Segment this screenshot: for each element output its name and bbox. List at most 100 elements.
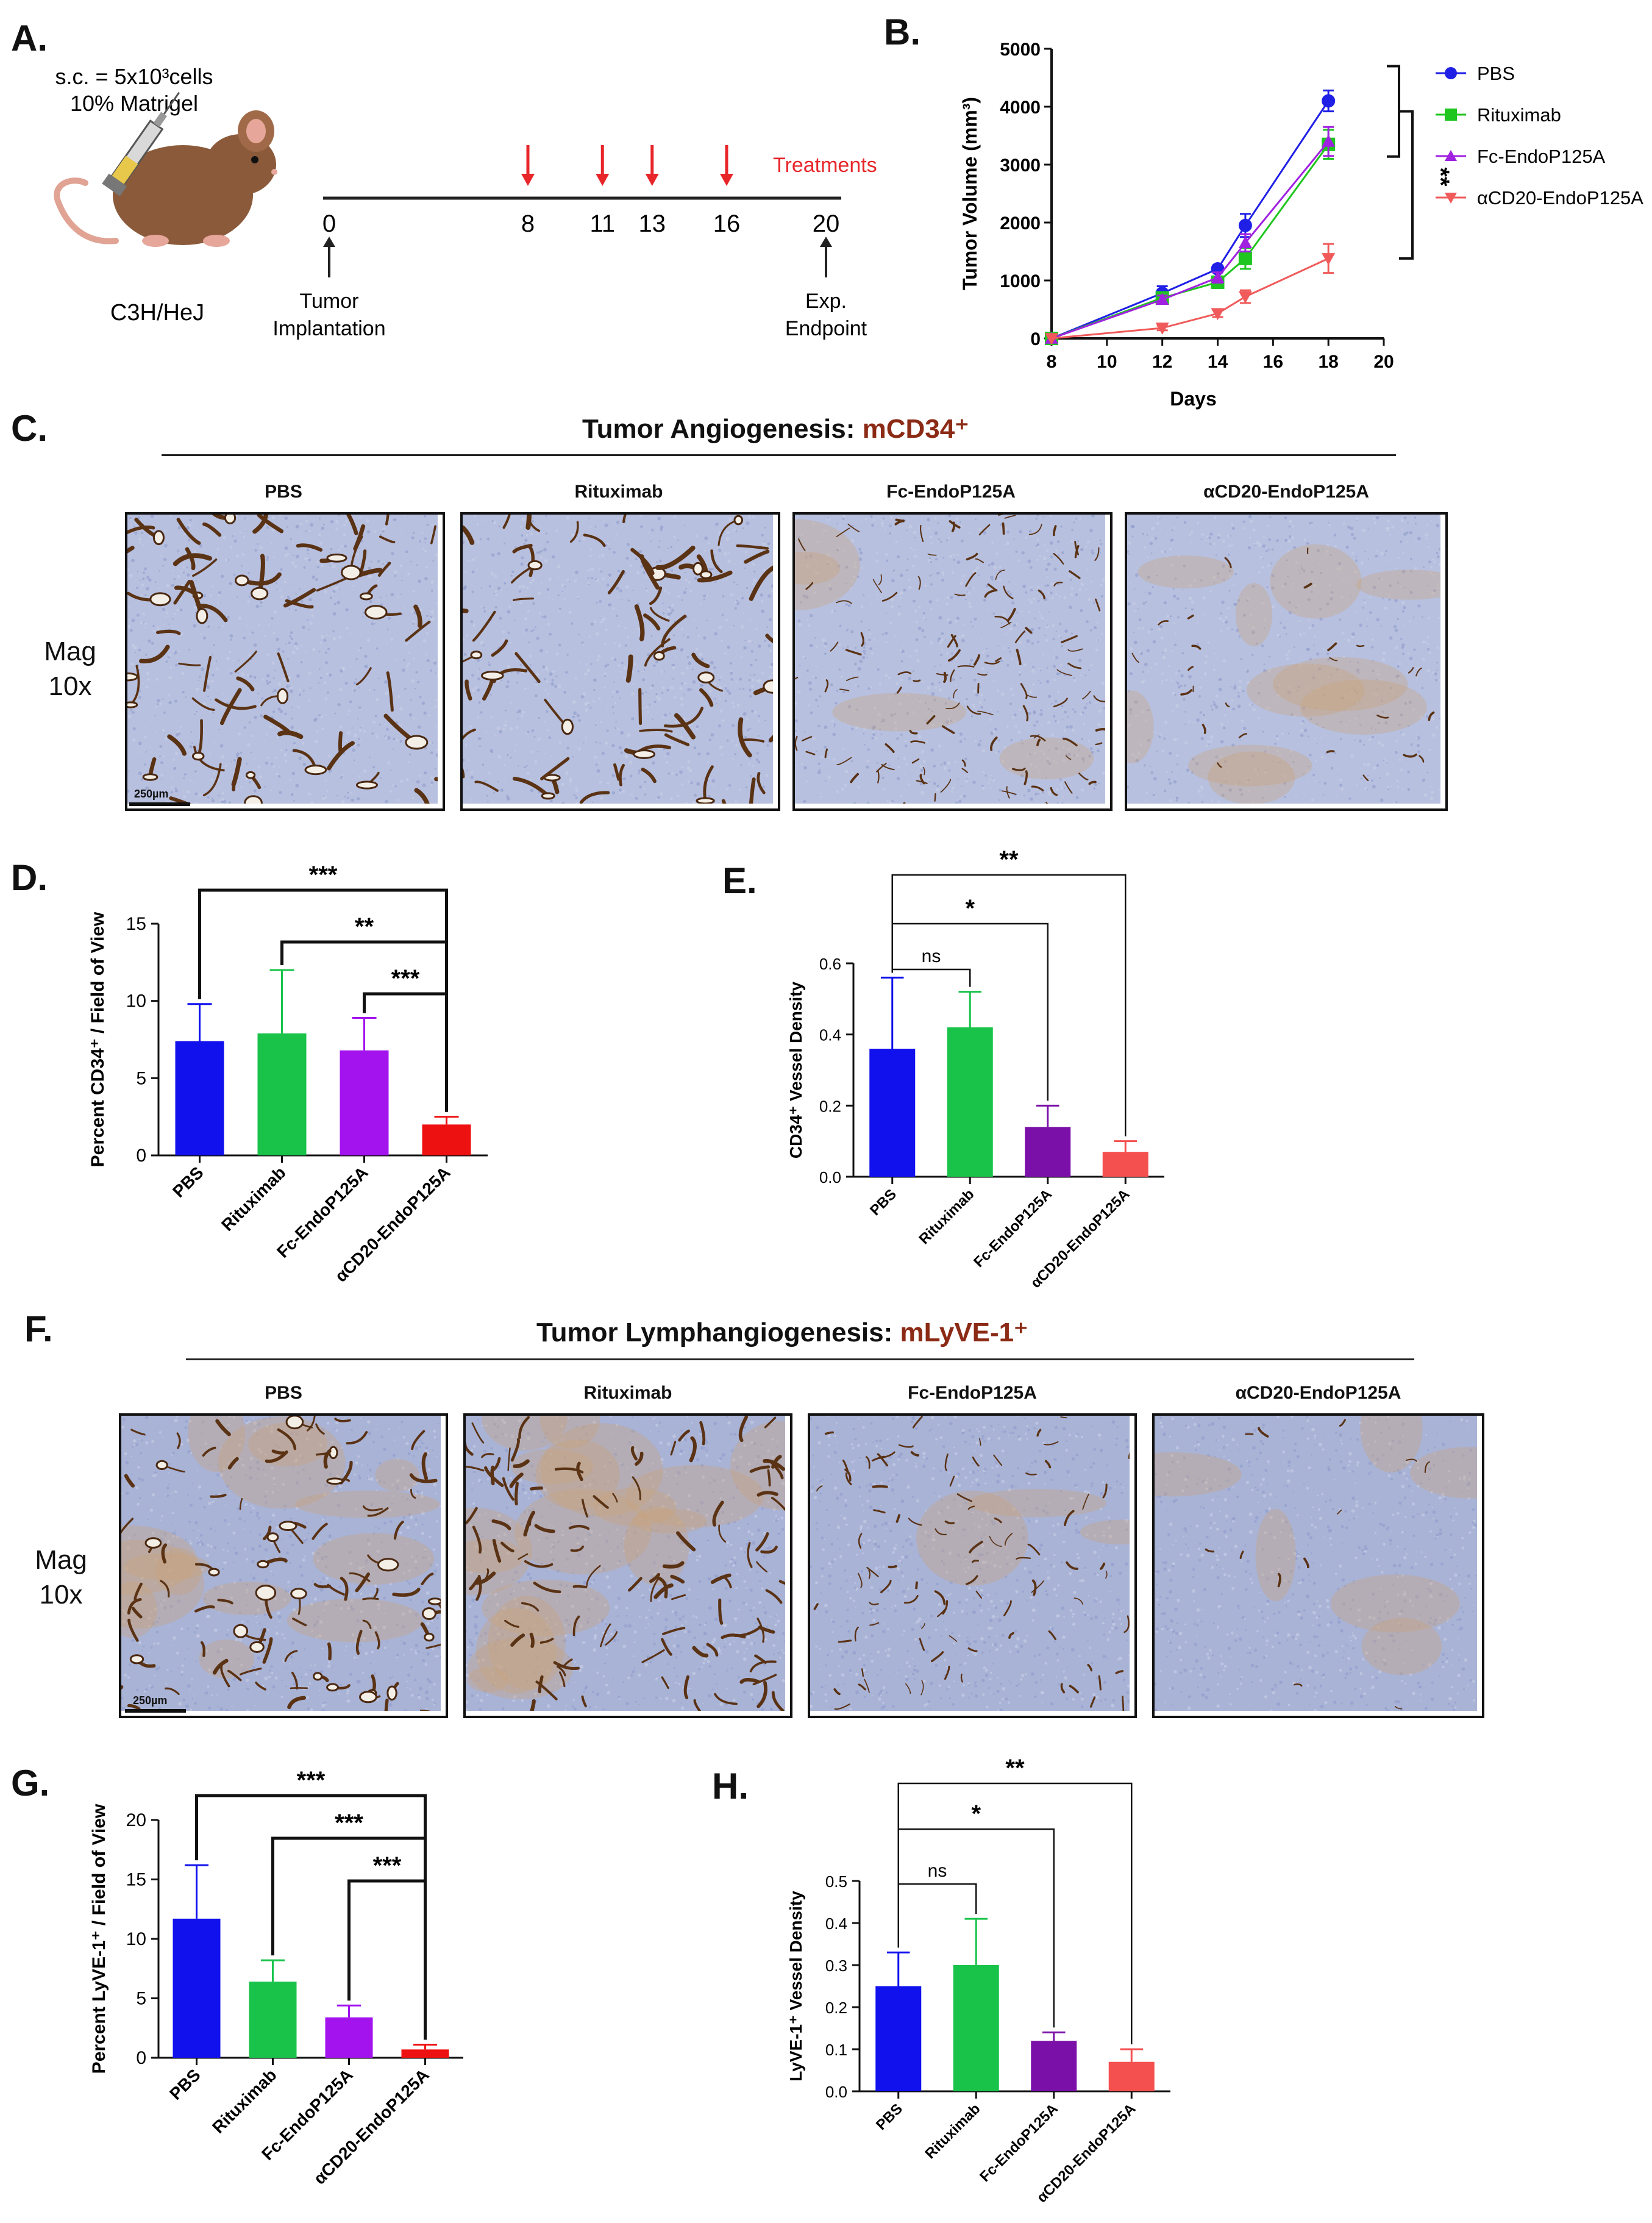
y-tick-label: 0.4 [819, 1026, 841, 1044]
micrograph-texture [121, 1416, 441, 1711]
significance-label: * [971, 1800, 981, 1827]
data-point [1322, 253, 1336, 265]
significance-bracket-2 [1399, 110, 1414, 260]
y-axis-label: Tumor Volume (mm³) [959, 97, 981, 290]
x-tick-label: 20 [1373, 352, 1394, 372]
micrograph-texture [463, 515, 773, 804]
x-tick-label: Fc-EndoP125A [970, 1186, 1055, 1271]
significance-label: ns [928, 1861, 947, 1881]
legend-label: Rituximab [1477, 104, 1561, 126]
lyve1-density-bar-chart: 0.0 0.1 0.2 0.3 0.4 0.5 LyVE-1⁺ Vessel Density… [786, 1755, 1170, 2206]
panel-letter-f: F. [24, 1308, 53, 1349]
micrograph-cd34-fc [792, 512, 1113, 811]
y-tick-label: 20 [126, 1810, 146, 1830]
panel-letter-a: A. [11, 18, 48, 59]
timeline-day-label: 20 [813, 210, 840, 237]
data-point [1445, 150, 1457, 161]
timeline-day-label: 11 [589, 210, 615, 237]
end-label-1: Exp. [805, 290, 847, 313]
micrograph-cd34-rituximab [460, 512, 780, 811]
bar [340, 1050, 389, 1155]
micrograph-lyve1-pbs [119, 1413, 448, 1718]
significance-label: ** [999, 846, 1019, 873]
y-axis-label: Percent CD34⁺ / Field of View [88, 912, 108, 1167]
significance-bracket [897, 1782, 1133, 2044]
series-line [1051, 257, 1329, 340]
panel-letter-e: E. [722, 860, 757, 901]
panel-letter-h: H. [712, 1766, 749, 1807]
y-tick-label: 0.4 [825, 1914, 847, 1933]
y-tick-label: 3000 [1000, 155, 1041, 176]
lymphangiogenesis-title: Tumor Lymphangiogenesis: mLyVE-1⁺ [536, 1317, 1028, 1348]
tumor-volume-line-chart: 0 1000 2000 3000 4000 5000 8 10 12 14 16 18 20 Days Tu… [959, 40, 1643, 410]
micro-label-c-rituximab: Rituximab [574, 482, 663, 502]
start-label-1: Tumor [300, 290, 359, 313]
significance-label: *** [297, 1767, 326, 1794]
x-tick-label: PBS [873, 2100, 906, 2133]
bar [257, 1033, 307, 1155]
panel-letter-c: C. [11, 408, 48, 449]
significance-bracket [891, 874, 1127, 1136]
lyve1-percent-bar-chart: 0 5 10 15 20 Percent LyVE-1⁺ / Field of View P… [89, 1767, 463, 2188]
x-tick-label: 12 [1152, 352, 1172, 372]
micro-label-f-acd20: αCD20-EndoP125A [1235, 1383, 1401, 1403]
injection-line-1: s.c. = 5x10³cells [55, 64, 213, 89]
cd34-density-bar-chart: 0.0 0.2 0.4 0.6 CD34⁺ Vessel Density PBS Ritux… [786, 846, 1164, 1291]
data-point [1322, 94, 1336, 108]
significance-label: *** [309, 862, 338, 888]
y-tick-label: 0 [136, 2048, 146, 2068]
data-point [1445, 109, 1457, 121]
data-point [1322, 135, 1336, 147]
x-tick-label: Rituximab [218, 1163, 290, 1235]
y-tick-label: 0 [136, 1146, 146, 1166]
data-point [1211, 308, 1225, 321]
significance-label: ** [1005, 1755, 1025, 1782]
micro-label-f-rituximab: Rituximab [583, 1383, 672, 1403]
micro-label-c-pbs: PBS [265, 482, 302, 502]
y-tick-label: 0.5 [825, 1872, 847, 1891]
start-label-2: Implantation [272, 317, 385, 340]
y-tick-label: 0.0 [825, 2083, 847, 2101]
x-tick-label: 18 [1318, 352, 1338, 372]
bar [1108, 2061, 1155, 2091]
micrograph-texture [1127, 515, 1440, 804]
end-arrow [820, 237, 832, 277]
bar [875, 1986, 922, 2091]
bar [249, 1982, 297, 2058]
y-tick-label: 0.0 [819, 1168, 841, 1186]
lymphangiogenesis-rule [186, 1358, 1414, 1360]
start-arrow [323, 237, 335, 277]
y-axis-label: CD34⁺ Vessel Density [786, 981, 805, 1158]
data-point [1238, 251, 1252, 265]
scale-label-c: 250µm [134, 788, 169, 800]
micrograph-lyve1-rituximab [463, 1413, 792, 1718]
treatments-label: Treatments [773, 154, 877, 177]
lymphangiogenesis-magnification: Mag 10x [27, 1543, 94, 1612]
bar [422, 1124, 471, 1155]
bar [1031, 2041, 1077, 2091]
timeline-day-label: 13 [639, 210, 666, 237]
y-tick-label: 0.6 [819, 955, 841, 973]
x-axis-label: Days [1170, 388, 1217, 410]
micro-label-c-acd20: αCD20-EndoP125A [1203, 482, 1369, 502]
data-point [1238, 218, 1252, 232]
micrograph-texture [810, 1416, 1130, 1711]
panel-letter-d: D. [11, 857, 48, 898]
y-tick-label: 5 [136, 1989, 146, 2009]
data-point [1445, 193, 1457, 204]
x-tick-label: PBS [169, 1163, 207, 1201]
significance-bracket [198, 888, 448, 1112]
y-tick-label: 0.2 [819, 1097, 841, 1115]
micrograph-lyve1-fc [808, 1413, 1137, 1718]
bar [401, 2049, 449, 2058]
data-point [1155, 293, 1169, 305]
injection-line-2: 10% Matrigel [70, 91, 198, 116]
x-tick-label: PBS [867, 1186, 900, 1219]
panel-letter-b: B. [884, 12, 920, 52]
strain-label: C3H/HeJ [110, 300, 204, 326]
y-tick-label: 2000 [1000, 213, 1041, 234]
panel-a-schematic: s.c. = 5x10³cells 10% Matrigel C3H/HeJ 0… [54, 64, 877, 340]
timeline-day-label: 8 [521, 210, 535, 237]
scale-label-f: 250µm [133, 1694, 168, 1707]
series-line [1051, 143, 1330, 340]
